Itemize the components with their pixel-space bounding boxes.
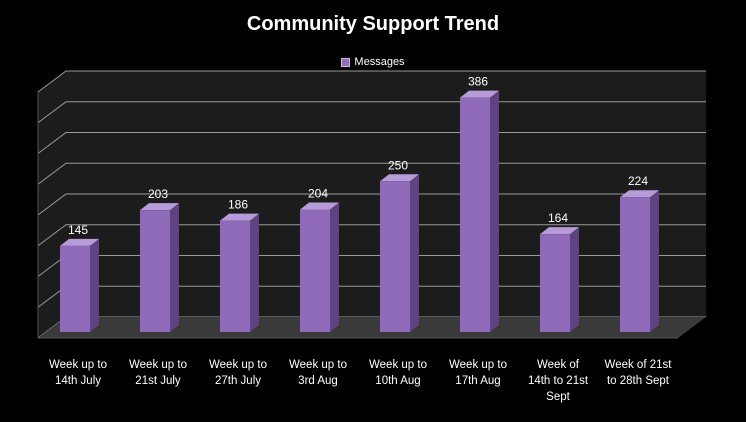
bar-top xyxy=(300,202,339,210)
back-wall xyxy=(38,71,706,338)
chart-title: Community Support Trend xyxy=(246,13,500,35)
bar-top xyxy=(620,190,659,198)
bar-top xyxy=(140,203,179,211)
bar xyxy=(300,209,330,332)
x-tick-label: Week up to 17th Aug xyxy=(449,359,507,387)
bar xyxy=(620,197,650,332)
data-label: 224 xyxy=(628,174,648,188)
x-tick-label: Week up to 10th Aug xyxy=(369,359,427,387)
data-label: 250 xyxy=(388,158,408,172)
bar-top xyxy=(380,174,419,182)
data-label: 164 xyxy=(548,211,568,225)
bar-top xyxy=(460,90,499,98)
bar xyxy=(60,245,90,332)
bar-side xyxy=(410,174,419,332)
x-tick-label: Week of 14th to 21st Sept xyxy=(528,359,589,403)
legend-label: Messages xyxy=(354,56,405,68)
bar xyxy=(220,220,250,332)
bar-side xyxy=(570,227,579,332)
bar-side xyxy=(330,202,339,332)
data-label: 204 xyxy=(308,187,328,201)
data-label: 386 xyxy=(468,75,488,89)
floor xyxy=(38,317,706,338)
bar-side xyxy=(170,203,179,332)
bar xyxy=(140,210,170,332)
data-label: 145 xyxy=(68,223,88,237)
bar-top xyxy=(540,227,579,235)
bar xyxy=(460,97,490,332)
x-tick-label: Week up to 21st July xyxy=(129,359,187,387)
bar xyxy=(540,234,570,332)
bar-side xyxy=(650,190,659,332)
bar xyxy=(380,181,410,332)
gridline xyxy=(37,70,706,93)
x-tick-label: Week up to 3rd Aug xyxy=(289,359,347,387)
bar-side xyxy=(490,90,499,332)
bar-side xyxy=(250,213,259,332)
x-tick-label: Week up to 14th July xyxy=(49,359,107,387)
legend-swatch xyxy=(341,57,351,67)
bar-top xyxy=(220,213,259,221)
legend: Messages xyxy=(0,56,746,68)
data-label: 186 xyxy=(228,198,248,212)
bar-top xyxy=(60,238,99,246)
x-tick-label: Week of 21st to 28th Sept xyxy=(605,359,673,387)
bar-side xyxy=(90,238,99,332)
x-tick-label: Week up to 27th July xyxy=(209,359,267,387)
data-label: 203 xyxy=(148,187,168,201)
